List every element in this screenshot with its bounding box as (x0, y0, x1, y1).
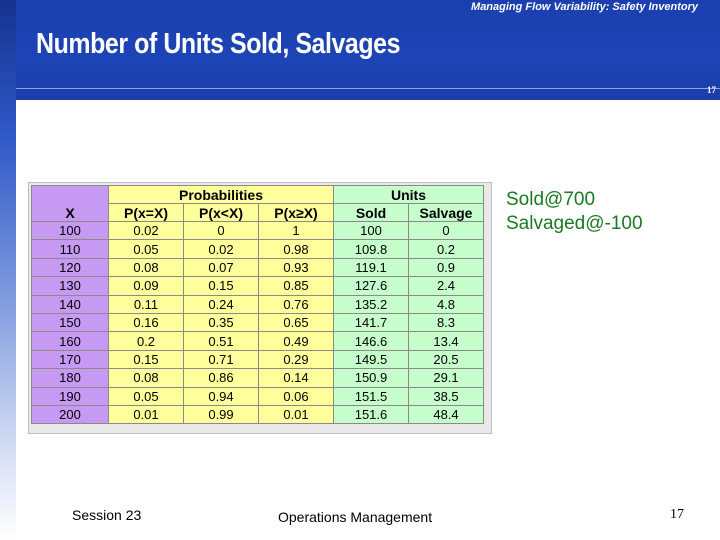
cell-p-eq: 0.02 (108, 220, 184, 241)
cell-salvage: 38.5 (408, 386, 484, 406)
cell-x: 110 (31, 239, 109, 259)
cell-p-ge: 0.49 (258, 331, 334, 351)
cell-p-eq: 0.05 (108, 239, 184, 259)
cell-p-ge: 0.93 (258, 257, 334, 278)
table-row: 130 0.09 0.15 0.85 127.6 2.4 (31, 276, 484, 296)
cell-sold: 135.2 (333, 294, 409, 314)
cell-p-ge: 0.65 (258, 312, 334, 333)
cell-p-lt: 0.86 (183, 368, 259, 388)
cell-p-lt: 0.51 (183, 331, 259, 351)
table-row: 200 0.01 0.99 0.01 151.6 48.4 (31, 404, 484, 425)
table-row: 160 0.2 0.51 0.49 146.6 13.4 (31, 331, 484, 351)
cell-p-eq: 0.15 (108, 349, 184, 370)
cell-sold: 141.7 (333, 312, 409, 333)
cell-p-lt: 0 (183, 220, 259, 241)
cell-x: 180 (31, 368, 109, 388)
cell-sold: 119.1 (333, 257, 409, 278)
cell-p-ge: 0.85 (258, 276, 334, 296)
header-p-lt: P(x<X) (183, 203, 259, 222)
table-row: 100 0.02 0 1 100 0 (31, 220, 484, 241)
cell-x: 160 (31, 331, 109, 351)
cell-p-ge: 0.14 (258, 368, 334, 388)
cell-p-eq: 0.05 (108, 386, 184, 406)
cell-x: 120 (31, 257, 109, 278)
cell-p-lt: 0.71 (183, 349, 259, 370)
header-sold: Sold (333, 203, 409, 222)
cell-salvage: 8.3 (408, 312, 484, 333)
cell-p-ge: 0.76 (258, 294, 334, 314)
units-table: X Probabilities Units P(x=X) P(x<X) P(x≥… (31, 185, 484, 425)
header-x: X (31, 185, 109, 222)
sold-price-note: Sold@700 (506, 189, 596, 210)
cell-p-eq: 0.08 (108, 257, 184, 278)
cell-p-lt: 0.07 (183, 257, 259, 278)
table-row: 190 0.05 0.94 0.06 151.5 38.5 (31, 386, 484, 406)
cell-p-lt: 0.24 (183, 294, 259, 314)
cell-p-lt: 0.15 (183, 276, 259, 296)
cell-salvage: 29.1 (408, 368, 484, 388)
footer-page-number: 17 (670, 507, 684, 522)
cell-p-ge: 0.06 (258, 386, 334, 406)
cell-x: 200 (31, 404, 109, 425)
cell-salvage: 13.4 (408, 331, 484, 351)
cell-p-ge: 0.01 (258, 404, 334, 425)
cell-salvage: 2.4 (408, 276, 484, 296)
table-row: 110 0.05 0.02 0.98 109.8 0.2 (31, 239, 484, 259)
cell-p-ge: 0.29 (258, 349, 334, 370)
cell-x: 170 (31, 349, 109, 370)
cell-p-eq: 0.01 (108, 404, 184, 425)
table-row: 120 0.08 0.07 0.93 119.1 0.9 (31, 257, 484, 278)
cell-sold: 151.6 (333, 404, 409, 425)
cell-p-lt: 0.94 (183, 386, 259, 406)
price-notes: Sold@700 Salvaged@-100 (506, 188, 643, 236)
cell-p-eq: 0.11 (108, 294, 184, 314)
deck-subtitle: Managing Flow Variability: Safety Invent… (471, 1, 698, 13)
cell-salvage: 48.4 (408, 404, 484, 425)
cell-p-eq: 0.16 (108, 312, 184, 333)
table-row: 170 0.15 0.71 0.29 149.5 20.5 (31, 349, 484, 370)
cell-x: 140 (31, 294, 109, 314)
cell-sold: 150.9 (333, 368, 409, 388)
cell-salvage: 0.9 (408, 257, 484, 278)
cell-salvage: 0 (408, 220, 484, 241)
cell-salvage: 0.2 (408, 239, 484, 259)
cell-salvage: 20.5 (408, 349, 484, 370)
cell-p-ge: 1 (258, 220, 334, 241)
cell-x: 100 (31, 220, 109, 241)
cell-sold: 127.6 (333, 276, 409, 296)
cell-sold: 146.6 (333, 331, 409, 351)
cell-sold: 100 (333, 220, 409, 241)
header-p-ge: P(x≥X) (258, 203, 334, 222)
slide-number-top: 17 (707, 85, 716, 95)
table-row: 180 0.08 0.86 0.14 150.9 29.1 (31, 368, 484, 388)
cell-salvage: 4.8 (408, 294, 484, 314)
cell-p-lt: 0.02 (183, 239, 259, 259)
salvage-price-note: Salvaged@-100 (506, 213, 643, 234)
cell-p-ge: 0.98 (258, 239, 334, 259)
cell-x: 190 (31, 386, 109, 406)
cell-p-lt: 0.35 (183, 312, 259, 333)
header-band (16, 0, 720, 100)
header-probabilities: Probabilities (108, 185, 334, 204)
header-units: Units (333, 185, 484, 204)
cell-p-eq: 0.08 (108, 368, 184, 388)
header-divider (16, 88, 720, 89)
cell-x: 150 (31, 312, 109, 333)
table-row: 140 0.11 0.24 0.76 135.2 4.8 (31, 294, 484, 314)
table-row: 150 0.16 0.35 0.65 141.7 8.3 (31, 312, 484, 333)
header-p-eq: P(x=X) (108, 203, 184, 222)
footer-session: Session 23 (72, 507, 142, 523)
cell-p-eq: 0.09 (108, 276, 184, 296)
cell-sold: 149.5 (333, 349, 409, 370)
cell-sold: 151.5 (333, 386, 409, 406)
footer-course: Operations Management (278, 509, 433, 525)
cell-sold: 109.8 (333, 239, 409, 259)
left-gradient-strip (0, 0, 16, 540)
slide-title: Number of Units Sold, Salvages (36, 28, 401, 60)
cell-x: 130 (31, 276, 109, 296)
cell-p-eq: 0.2 (108, 331, 184, 351)
cell-p-lt: 0.99 (183, 404, 259, 425)
header-salvage: Salvage (408, 203, 484, 222)
